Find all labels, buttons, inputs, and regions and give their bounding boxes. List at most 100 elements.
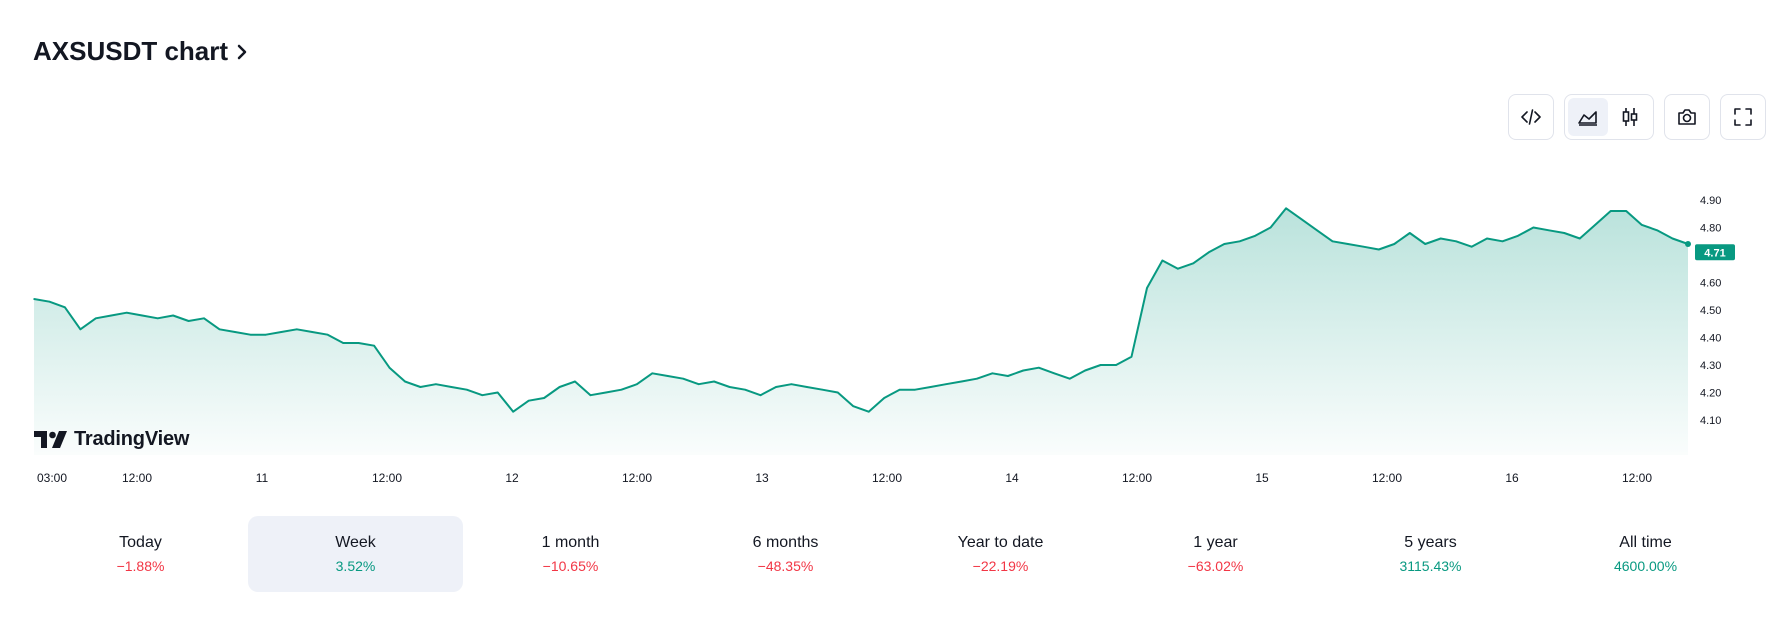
price-point (527, 399, 530, 402)
period-label: 1 year (1193, 534, 1238, 551)
period-change: 4600.00% (1613, 558, 1678, 574)
price-point (1084, 369, 1086, 372)
tradingview-logo-icon (34, 430, 67, 448)
period-tab-5-years[interactable]: 5 years 3115.43% (1323, 516, 1538, 592)
price-point (48, 300, 51, 303)
price-point (373, 344, 375, 347)
price-point (976, 377, 978, 380)
price-point (466, 388, 468, 391)
period-label: All time (1619, 534, 1672, 551)
price-point (1455, 240, 1457, 243)
price-point (435, 383, 437, 385)
price-point (1347, 243, 1349, 245)
price-point (1563, 232, 1566, 234)
price-point (481, 394, 484, 396)
price-point (357, 342, 360, 344)
last-price-badge (1695, 244, 1735, 261)
period-change: 3.52% (335, 558, 376, 574)
price-point (1470, 245, 1473, 248)
x-axis-tick-label: 12:00 (872, 471, 902, 485)
price-point (1671, 237, 1674, 240)
price-point (404, 380, 406, 383)
period-tab-all-time[interactable]: All time 4600.00% (1538, 516, 1753, 592)
price-point (589, 394, 592, 396)
candlestick-chart-button[interactable] (1610, 98, 1650, 136)
x-axis-tick-label: 14 (1005, 471, 1019, 485)
price-point (667, 375, 669, 377)
x-axis-tick-label: 12:00 (1372, 471, 1402, 485)
price-point (33, 298, 35, 300)
price-point (1594, 224, 1597, 226)
price-point (558, 386, 561, 388)
screenshot-button[interactable] (1664, 94, 1710, 140)
y-axis-tick-label: 4.40 (1700, 333, 1721, 345)
price-point (837, 391, 839, 394)
last-price-dot (1685, 241, 1691, 247)
x-axis-tick-label: 11 (256, 471, 269, 485)
price-point (682, 377, 684, 380)
fullscreen-icon (1734, 108, 1752, 126)
period-label: Week (335, 534, 376, 551)
price-point (1099, 364, 1102, 366)
price-point (419, 386, 422, 388)
x-axis-tick-label: 16 (1505, 471, 1519, 485)
period-label: Year to date (957, 534, 1044, 551)
price-point (110, 314, 113, 317)
period-label: Today (119, 534, 162, 551)
price-point (543, 397, 545, 399)
price-point (1269, 226, 1272, 229)
period-tab-1-month[interactable]: 1 month −10.65% (463, 516, 678, 592)
y-axis-tick-label: 4.50 (1700, 305, 1721, 317)
price-point (280, 331, 283, 333)
period-change: 3115.43% (1399, 558, 1462, 574)
price-point (1393, 243, 1396, 245)
period-selector: Today −1.88% Week 3.52% 1 month −10.65% … (33, 516, 1753, 592)
fullscreen-button[interactable] (1720, 94, 1766, 140)
x-axis-tick-label: 15 (1255, 471, 1269, 485)
y-axis-tick-label: 4.20 (1700, 388, 1721, 400)
embed-code-button[interactable] (1508, 94, 1554, 140)
price-point (883, 397, 885, 399)
y-axis-tick-label: 4.60 (1700, 278, 1721, 290)
price-point (867, 410, 870, 413)
price-point (265, 333, 267, 336)
price-point (234, 331, 236, 333)
price-point (914, 388, 916, 391)
tradingview-logo[interactable]: TradingView (34, 428, 189, 451)
price-point (141, 314, 143, 317)
period-change: −1.88% (116, 558, 165, 574)
price-point (1486, 237, 1488, 240)
chevron-right-icon (237, 44, 247, 59)
price-point (1378, 248, 1380, 251)
chart-title-link[interactable]: AXSUSDT chart (33, 36, 252, 67)
chart-style-toggle (1564, 94, 1654, 140)
price-point (1254, 235, 1256, 237)
x-axis-tick-label: 12 (505, 471, 519, 485)
price-point (1362, 245, 1365, 248)
price-point (1177, 267, 1179, 270)
price-point (1161, 259, 1164, 262)
area-chart-button[interactable] (1568, 98, 1608, 136)
period-tab-today[interactable]: Today −1.88% (33, 516, 248, 592)
price-point (1625, 210, 1627, 212)
chart-toolbar (1508, 94, 1766, 140)
period-tab-6-months[interactable]: 6 months −48.35% (678, 516, 893, 592)
price-point (125, 311, 128, 314)
price-point (1300, 218, 1303, 221)
x-axis-tick-label: 12:00 (1622, 471, 1652, 485)
period-label: 5 years (1404, 534, 1457, 551)
price-point (775, 386, 777, 388)
price-point (218, 328, 221, 331)
price-point (1146, 287, 1148, 289)
period-tab-week[interactable]: Week 3.52% (248, 516, 463, 592)
price-point (342, 342, 345, 344)
price-point (1022, 369, 1025, 372)
price-point (651, 372, 654, 375)
area-chart-icon (1578, 111, 1597, 126)
period-change: −63.02% (1187, 558, 1244, 574)
price-point (1053, 372, 1055, 375)
period-tab-1-year[interactable]: 1 year −63.02% (1108, 516, 1323, 592)
price-point (172, 314, 174, 317)
period-tab-year-to-date[interactable]: Year to date −22.19% (893, 516, 1108, 592)
price-chart[interactable]: 03:00 12:00 11 12:00 12 12:00 13 12:00 14 12:00 15… (0, 150, 1784, 490)
